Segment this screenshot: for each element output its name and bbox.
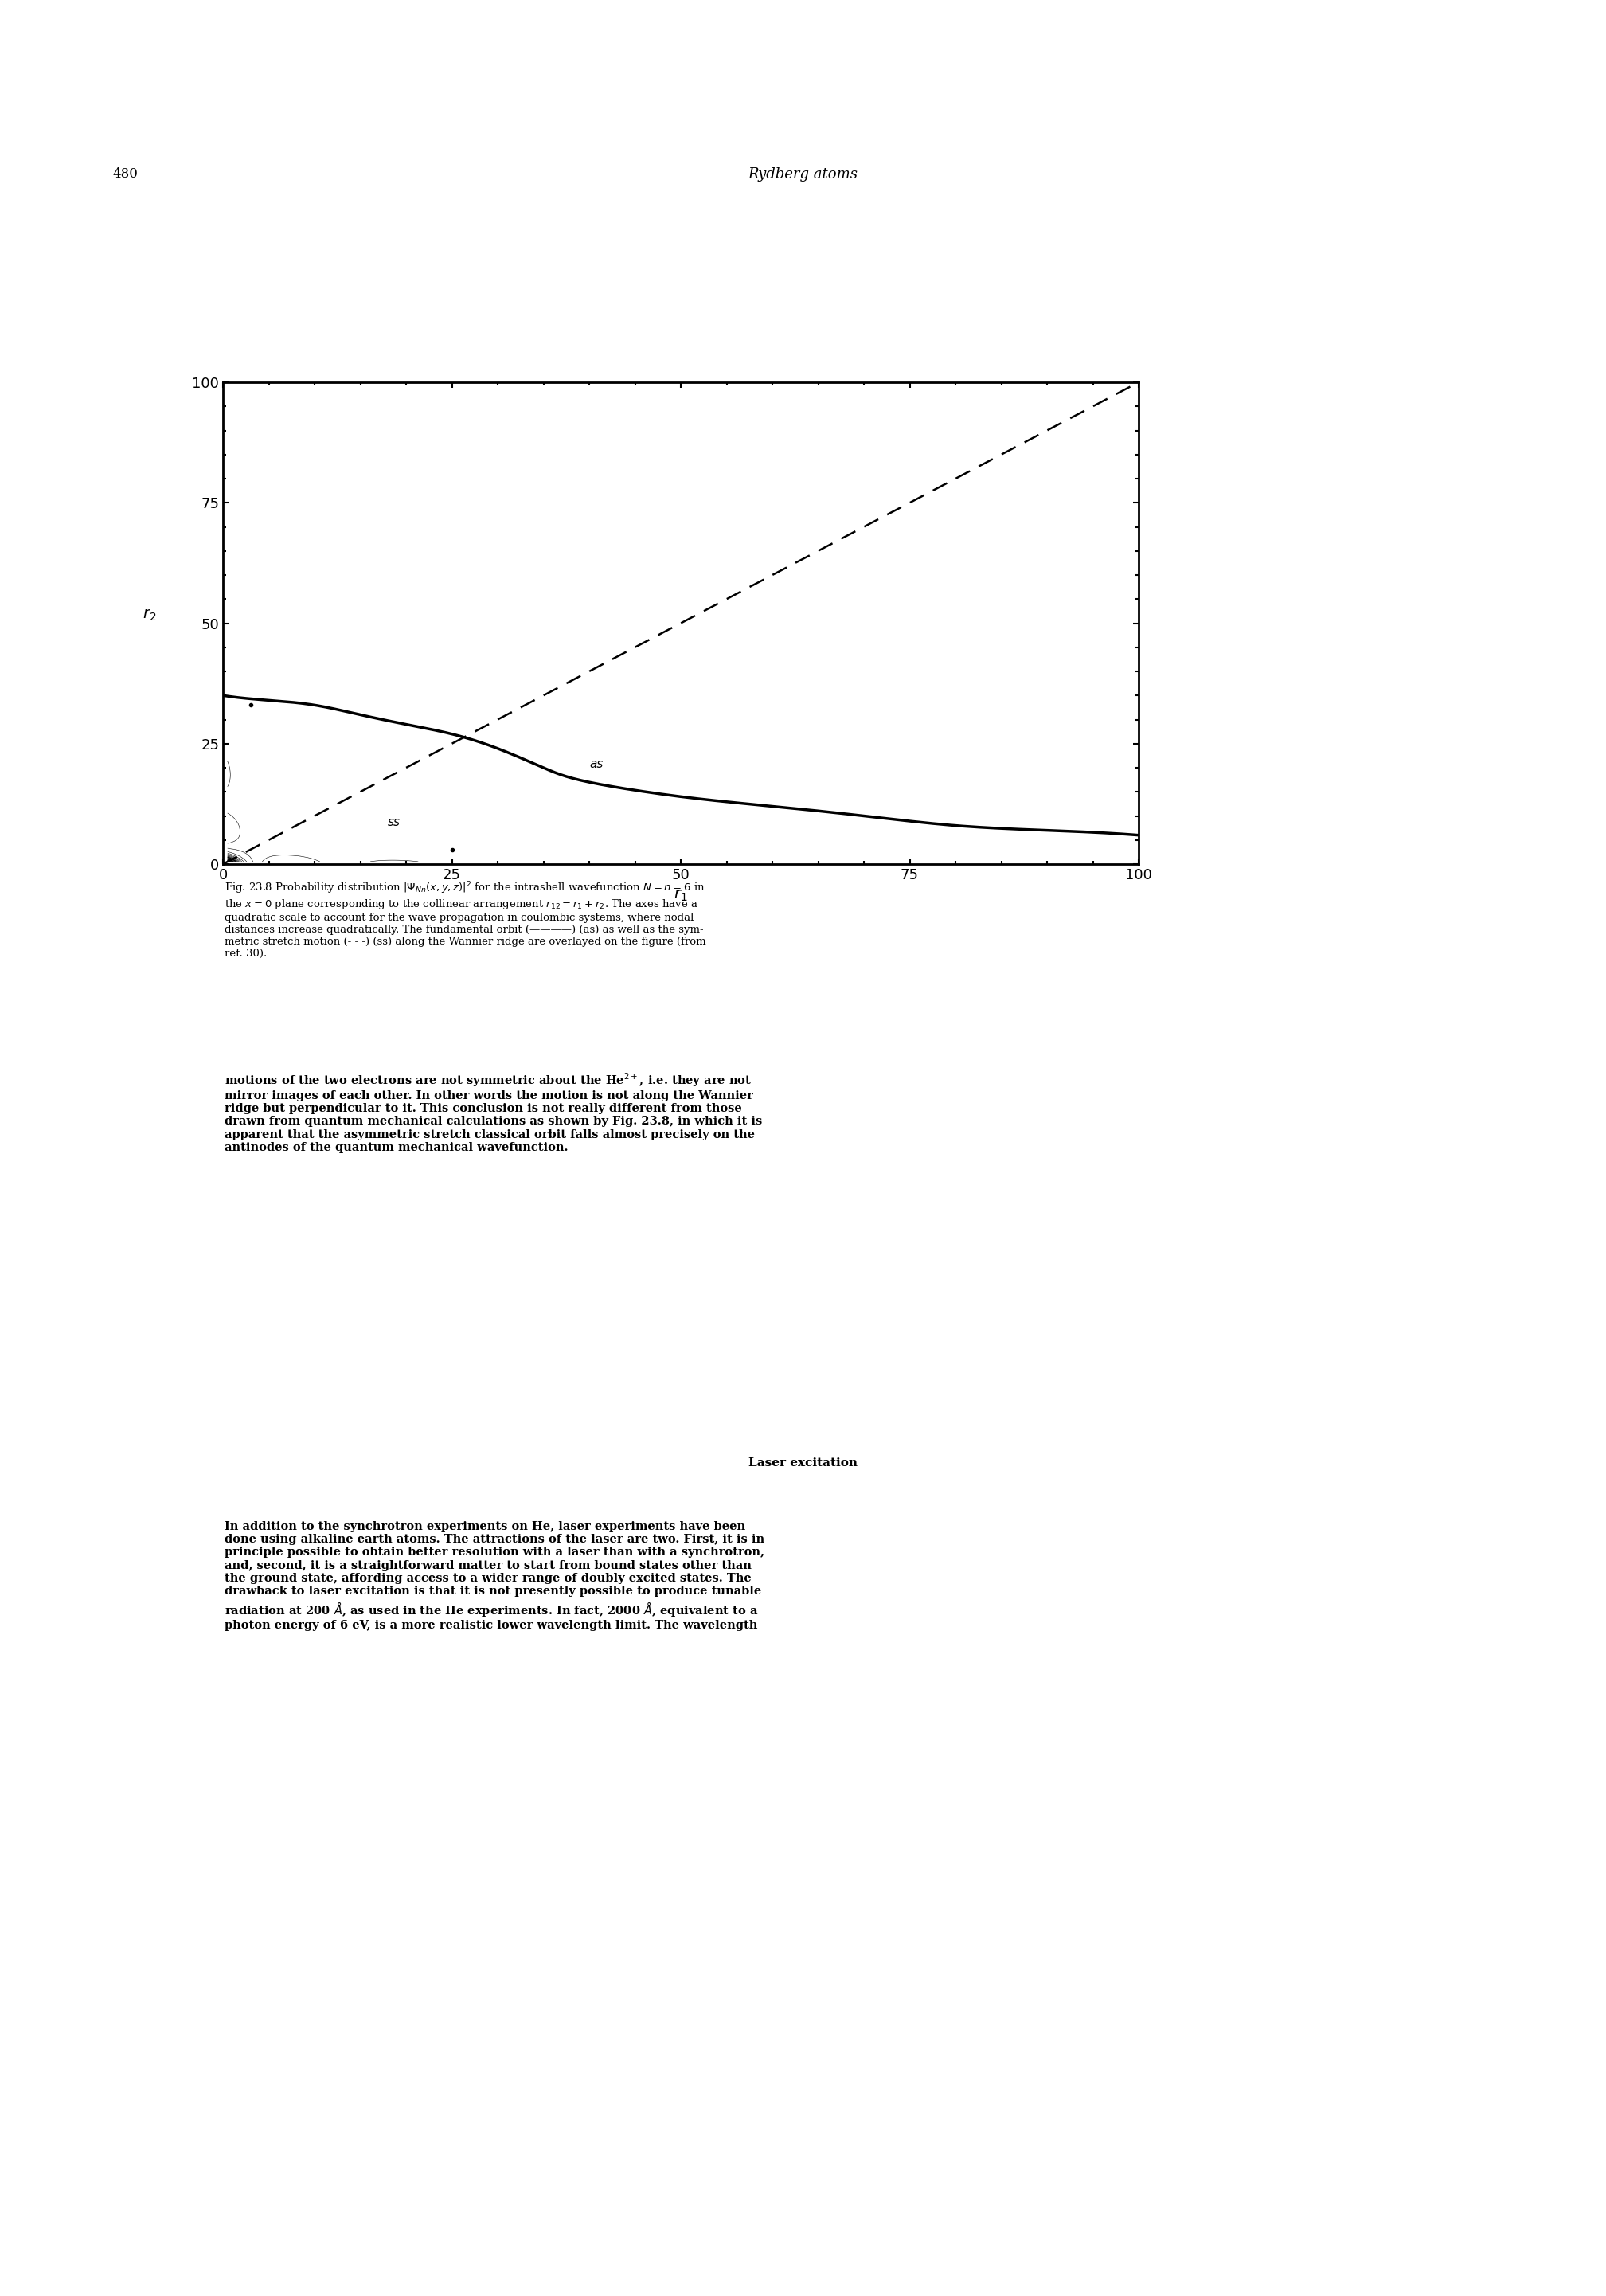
Y-axis label: $r_2$: $r_2$ [143, 608, 156, 622]
Text: 480: 480 [112, 168, 138, 181]
Text: Fig. 23.8 Probability distribution $|\Psi_{Nn}(x,y,z)|^2$ for the intrashell wav: Fig. 23.8 Probability distribution $|\Ps… [225, 879, 707, 960]
Text: as: as [589, 758, 602, 769]
Text: motions of the two electrons are not symmetric about the He$^{2+}$, i.e. they ar: motions of the two electrons are not sym… [225, 1072, 763, 1153]
X-axis label: $r_1$: $r_1$ [675, 889, 687, 902]
Text: Rydberg atoms: Rydberg atoms [748, 168, 858, 181]
Text: In addition to the synchrotron experiments on He, laser experiments have been
do: In addition to the synchrotron experimen… [225, 1522, 764, 1630]
Text: ss: ss [387, 815, 400, 829]
Text: Laser excitation: Laser excitation [748, 1458, 858, 1469]
